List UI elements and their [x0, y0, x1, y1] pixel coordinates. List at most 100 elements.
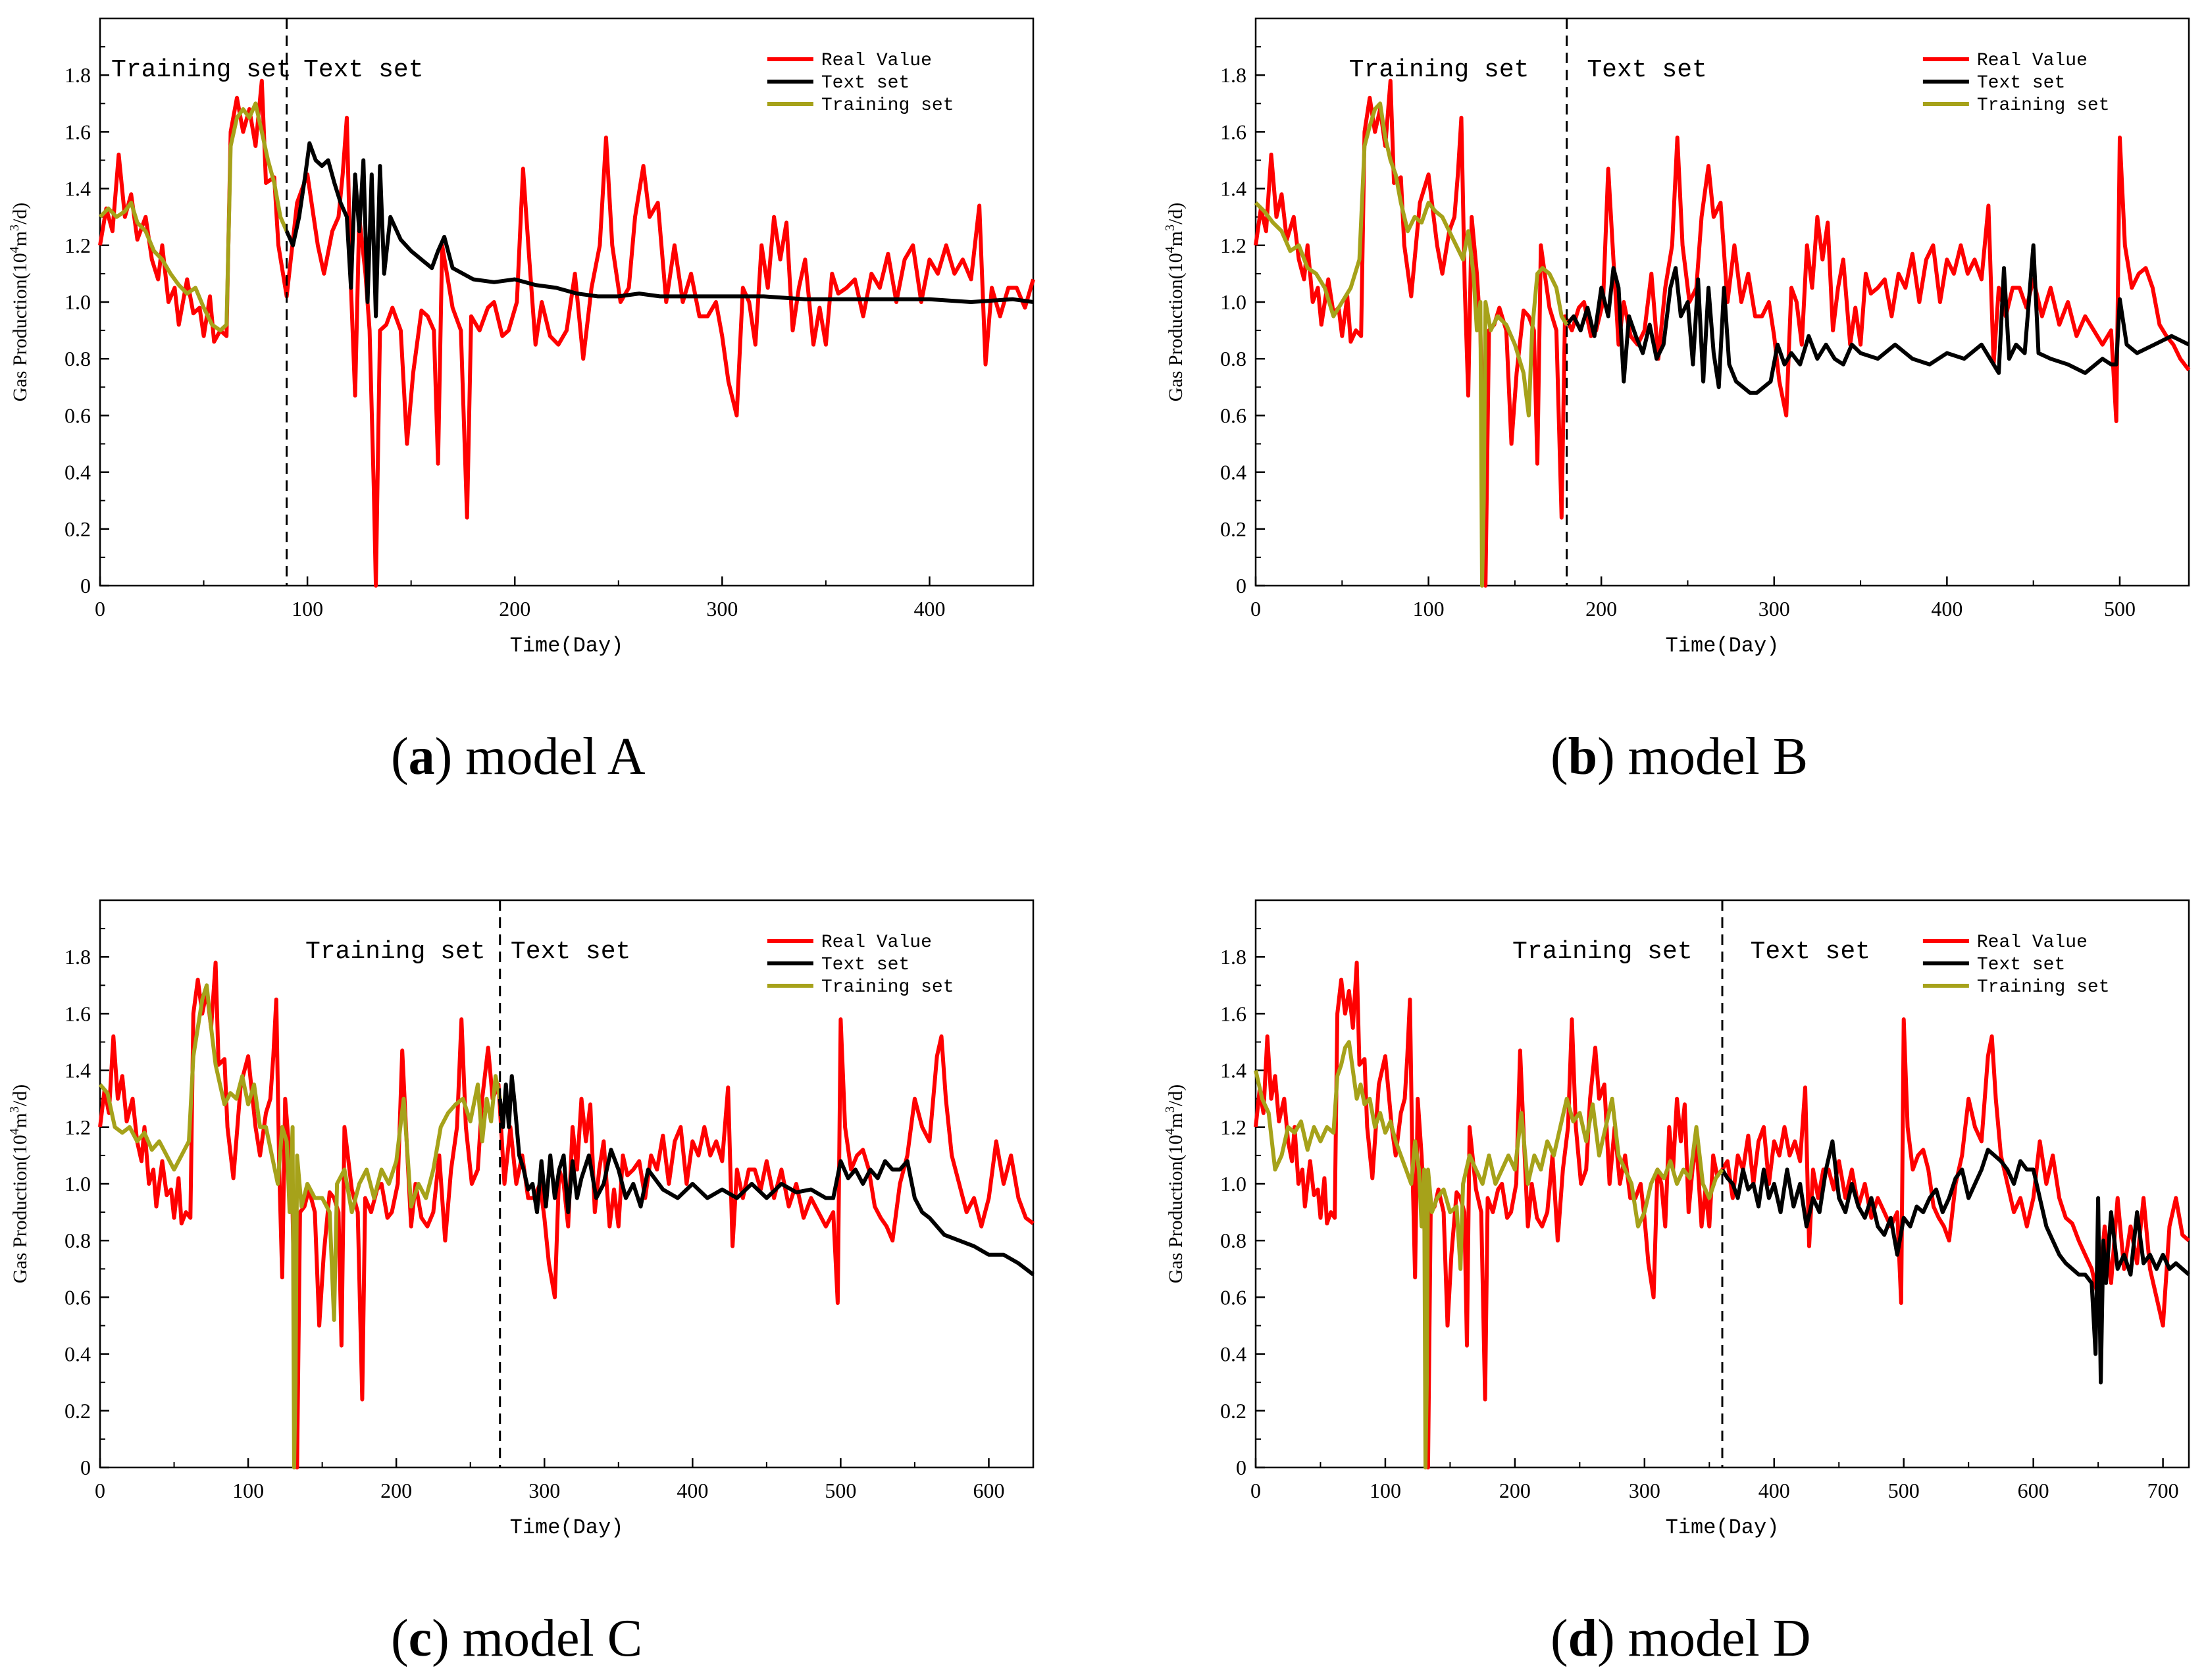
x-tick-label: 0 [95, 597, 105, 621]
legend-label: Real Value [1977, 932, 2088, 953]
y-axis-label-part: m [1165, 231, 1187, 246]
series-line-real-value [98, 960, 1035, 1469]
y-tick-label: 1.0 [64, 1172, 91, 1196]
x-tick-label: 500 [1888, 1479, 1920, 1502]
panel-c: 0 0.2 0.4 0.6 0.8 1.0 1.2 1.4 1.6 1.8 0 100 200 300 40… [0, 882, 1103, 1680]
y-axis-label: Gas Production(104m3/d) [7, 1084, 31, 1283]
series-line-text-set [284, 141, 1034, 318]
x-axis-label: Time(Day) [1666, 634, 1780, 658]
y-tick-label: 0.4 [1220, 461, 1246, 484]
legend-label: Real Value [821, 51, 932, 71]
y-tick-label: 1.8 [1220, 945, 1246, 969]
y-tick-label: 1.6 [1220, 1002, 1246, 1025]
y-tick-label: 0 [80, 574, 91, 598]
y-axis-label-sup: 4 [1163, 246, 1177, 253]
y-tick-label: 1.2 [64, 234, 91, 257]
y-tick-label: 0.4 [64, 1342, 91, 1366]
caption-b: (b) model B [1551, 728, 1808, 786]
y-axis-label-part: Gas Production(10 [1165, 1134, 1187, 1283]
y-tick-label: 0 [1236, 1456, 1246, 1479]
x-tick-label: 500 [2104, 597, 2136, 621]
caption-c: (c) model C [391, 1610, 643, 1667]
x-tick-label: 0 [1250, 597, 1261, 621]
y-tick-label: 0.4 [64, 461, 91, 484]
region-label-training: Training set [305, 938, 486, 966]
y-axis-label-part: Gas Production(10 [1165, 253, 1187, 401]
y-tick-label: 0.6 [1220, 1285, 1246, 1309]
region-label-training: Training set [1349, 56, 1529, 84]
x-tick-label: 600 [973, 1479, 1004, 1502]
x-tick-label: 300 [528, 1479, 560, 1502]
y-tick-label: 1.6 [64, 1002, 91, 1025]
y-axis-label-sup: 4 [7, 246, 22, 253]
x-tick-label: 400 [1931, 597, 1962, 621]
y-tick-label: 1.2 [1220, 234, 1246, 257]
chart-b: 0 0.2 0.4 0.6 0.8 1.0 1.2 1.4 1.6 1.8 0 100 200 300 40… [1163, 17, 2191, 658]
series-line-training-set [98, 983, 502, 1469]
series-line-text-set [498, 1074, 1035, 1277]
region-label-test: Text set [1751, 938, 1870, 966]
y-tick-label: 1.2 [64, 1115, 91, 1139]
series-line-text-set [1565, 243, 2190, 395]
y-axis-label-part: /d) [1165, 203, 1187, 224]
y-axis-label-sup: 3 [1163, 224, 1177, 231]
x-axis-label: Time(Day) [510, 634, 624, 658]
region-label-training: Training set [1512, 938, 1693, 966]
legend-label: Text set [821, 955, 910, 975]
x-tick-label: 0 [1250, 1479, 1261, 1502]
y-axis-label-part: /d) [9, 203, 31, 224]
x-tick-label: 200 [380, 1479, 412, 1502]
y-tick-label: 1.0 [1220, 290, 1246, 314]
x-tick-label: 200 [499, 597, 530, 621]
legend-label: Text set [1977, 73, 2065, 93]
series-line-training-set [98, 101, 289, 333]
x-tick-label: 200 [1585, 597, 1617, 621]
x-tick-label: 300 [1629, 1479, 1660, 1502]
y-tick-label: 0.8 [64, 347, 91, 370]
legend-label: Training set [1977, 977, 2110, 998]
legend-label: Text set [821, 73, 910, 93]
x-tick-label: 100 [232, 1479, 264, 1502]
series-line-training-set [1254, 101, 1569, 588]
x-tick-label: 300 [1758, 597, 1790, 621]
x-tick-label: 600 [2018, 1479, 2049, 1502]
y-axis-label-part: Gas Production(10 [9, 1134, 31, 1283]
y-tick-label: 1.4 [1220, 177, 1246, 201]
y-tick-label: 1.6 [64, 120, 91, 143]
series-line-training-set [1254, 1040, 1724, 1469]
y-tick-label: 0.8 [1220, 1229, 1246, 1252]
y-axis-label-sup: 3 [1163, 1106, 1177, 1113]
legend-label: Real Value [821, 932, 932, 953]
y-tick-label: 0 [80, 1456, 91, 1479]
y-axis-label-part: Gas Production(10 [9, 253, 31, 401]
y-tick-label: 1.8 [64, 63, 91, 87]
x-tick-label: 100 [1413, 597, 1445, 621]
legend-label: Text set [1977, 955, 2065, 975]
y-axis-label-sup: 3 [7, 224, 22, 231]
chart-a: 0 0.2 0.4 0.6 0.8 1.0 1.2 1.4 1.6 1.8 0 100 200 300 40… [7, 17, 1035, 658]
y-tick-label: 1.8 [64, 945, 91, 969]
y-tick-label: 0.8 [64, 1229, 91, 1252]
y-tick-label: 1.4 [64, 177, 91, 201]
y-axis-label: Gas Production(104m3/d) [1163, 1084, 1187, 1283]
y-axis-label: Gas Production(104m3/d) [1163, 203, 1187, 401]
y-tick-label: 0.4 [1220, 1342, 1246, 1366]
y-axis-label-part: /d) [9, 1084, 31, 1106]
x-tick-label: 700 [2147, 1479, 2179, 1502]
legend-label: Training set [821, 95, 954, 116]
x-axis-label: Time(Day) [1666, 1515, 1780, 1540]
y-axis-label-sup: 3 [7, 1106, 22, 1113]
y-axis-label: Gas Production(104m3/d) [7, 203, 31, 401]
region-label-test: Text set [511, 938, 630, 966]
y-tick-label: 0 [1236, 574, 1246, 598]
y-axis-label-part: m [9, 1113, 31, 1128]
x-tick-label: 100 [1370, 1479, 1401, 1502]
y-axis-label-part: /d) [1165, 1084, 1187, 1106]
series-line-text-set [1720, 1139, 2190, 1385]
y-tick-label: 1.2 [1220, 1115, 1246, 1139]
y-tick-label: 0.6 [64, 1285, 91, 1309]
legend-label: Real Value [1977, 51, 2088, 71]
panel-d: 0 0.2 0.4 0.6 0.8 1.0 1.2 1.4 1.6 1.8 0 100 200 300 40… [1156, 882, 2206, 1680]
x-tick-label: 200 [1499, 1479, 1531, 1502]
series-line-real-value [98, 78, 1035, 588]
